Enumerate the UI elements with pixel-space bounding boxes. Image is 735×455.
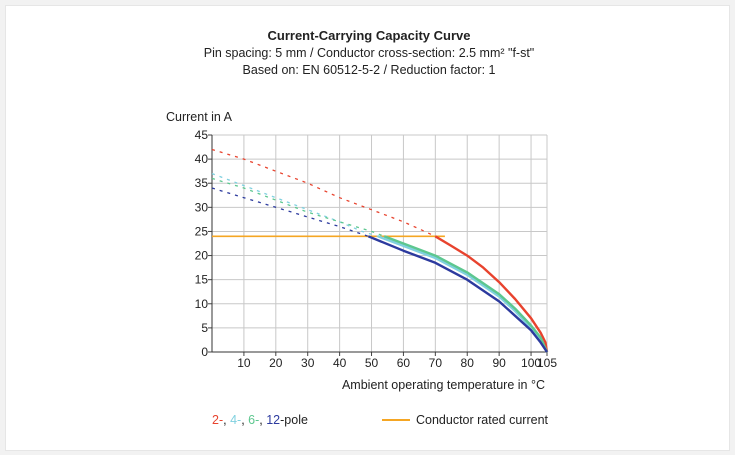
x-tick-70: 70: [429, 356, 443, 370]
legend-pole-suffix: -pole: [280, 413, 308, 427]
chart-subtitle: Pin spacing: 5 mm / Conductor cross-sect…: [204, 46, 535, 60]
x-tick-90: 90: [492, 356, 506, 370]
series-2-solid: [377, 235, 549, 353]
y-tick-35: 35: [195, 176, 209, 190]
legend-pole-text: 2-, 4-, 6-, 12-pole: [212, 413, 308, 427]
y-tick-10: 10: [195, 297, 209, 311]
x-tick-60: 60: [397, 356, 411, 370]
x-tick-100: 100: [521, 356, 541, 370]
series-2-dashed: [211, 172, 379, 237]
grid: [208, 134, 548, 356]
legend-sep-3: ,: [259, 413, 266, 427]
x-tick-80: 80: [461, 356, 475, 370]
y-tick-40: 40: [195, 152, 209, 166]
series-4-dashed: [211, 187, 369, 237]
legend-sep-1: ,: [223, 413, 230, 427]
legend-4-pole: 4-: [230, 413, 241, 427]
legend: 2-, 4-, 6-, 12-pole Conductor rated curr…: [212, 413, 549, 427]
legend-6-pole: 6-: [248, 413, 259, 427]
series-3-dashed: [211, 177, 385, 237]
y-tick-0: 0: [201, 345, 208, 359]
x-tick-50: 50: [365, 356, 379, 370]
y-tick-20: 20: [195, 249, 209, 263]
x-tick-30: 30: [301, 356, 315, 370]
series-1-dashed: [211, 148, 436, 237]
legend-2-pole: 2-: [212, 413, 223, 427]
y-tick-45: 45: [195, 128, 209, 142]
x-tick-40: 40: [333, 356, 347, 370]
x-axis-label: Ambient operating temperature in °C: [342, 378, 545, 392]
y-tick-15: 15: [195, 273, 209, 287]
y-axis-label: Current in A: [166, 110, 233, 124]
x-tick-10: 10: [237, 356, 251, 370]
chart-title: Current-Carrying Capacity Curve: [268, 28, 471, 43]
chart-frame: [5, 5, 730, 451]
series-lines: [211, 148, 549, 353]
series-1-solid: [434, 235, 549, 353]
y-tick-25: 25: [195, 224, 209, 238]
chart-subtitle-2: Based on: EN 60512-5-2 / Reduction facto…: [243, 63, 496, 77]
y-tick-5: 5: [201, 321, 208, 335]
x-tick-105: 105: [537, 356, 557, 370]
series-4-solid: [367, 235, 548, 353]
y-tick-30: 30: [195, 200, 209, 214]
legend-12-pole: 12: [266, 413, 280, 427]
legend-sep-2: ,: [241, 413, 248, 427]
legend-rated-current: Conductor rated current: [416, 413, 549, 427]
series-3-solid: [383, 235, 549, 353]
x-tick-20: 20: [269, 356, 283, 370]
